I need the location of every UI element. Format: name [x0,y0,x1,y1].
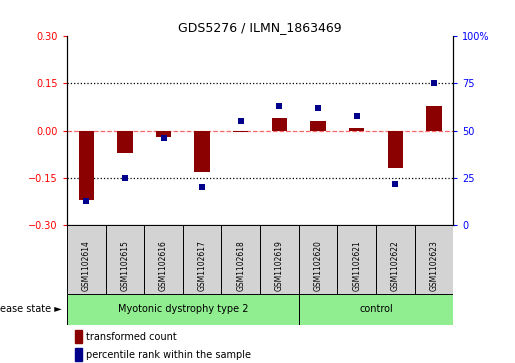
Bar [233,131,249,132]
Bar [117,131,133,153]
Bar [387,131,403,168]
Point [275,103,283,109]
Text: GSM1102614: GSM1102614 [82,240,91,291]
Text: GSM1102621: GSM1102621 [352,241,361,291]
Text: GSM1102622: GSM1102622 [391,241,400,291]
Bar [376,225,415,294]
Text: GSM1102619: GSM1102619 [275,240,284,291]
Point [159,135,167,141]
Bar [67,294,299,325]
Bar [183,225,221,294]
Bar [144,225,183,294]
Point [314,105,322,111]
Bar [106,225,144,294]
Text: GSM1102616: GSM1102616 [159,240,168,291]
Bar [415,225,453,294]
Point [198,184,206,190]
Bar [310,121,325,131]
Text: percentile rank within the sample: percentile rank within the sample [87,350,251,360]
Text: GSM1102618: GSM1102618 [236,241,245,291]
Bar [78,131,94,200]
Bar [67,225,106,294]
Bar [426,106,442,131]
Text: transformed count: transformed count [87,332,177,342]
Text: GSM1102617: GSM1102617 [198,240,207,291]
Text: Myotonic dystrophy type 2: Myotonic dystrophy type 2 [117,305,248,314]
Bar [299,225,337,294]
Title: GDS5276 / ILMN_1863469: GDS5276 / ILMN_1863469 [178,21,342,34]
Point [352,113,360,118]
Bar [75,348,82,361]
Point [430,81,438,86]
Bar [156,131,171,137]
Text: disease state ►: disease state ► [0,305,62,314]
Bar [337,225,376,294]
Bar [75,330,82,343]
Bar [221,225,260,294]
Bar [349,127,364,131]
Bar [272,118,287,131]
Bar [194,131,210,172]
Point [121,175,129,181]
Text: GSM1102615: GSM1102615 [121,240,129,291]
Text: GSM1102620: GSM1102620 [314,240,322,291]
Point [391,181,400,187]
Bar [260,225,299,294]
Bar [299,294,453,325]
Point [82,197,91,203]
Text: control: control [359,305,393,314]
Point [236,118,245,124]
Text: GSM1102623: GSM1102623 [430,240,438,291]
